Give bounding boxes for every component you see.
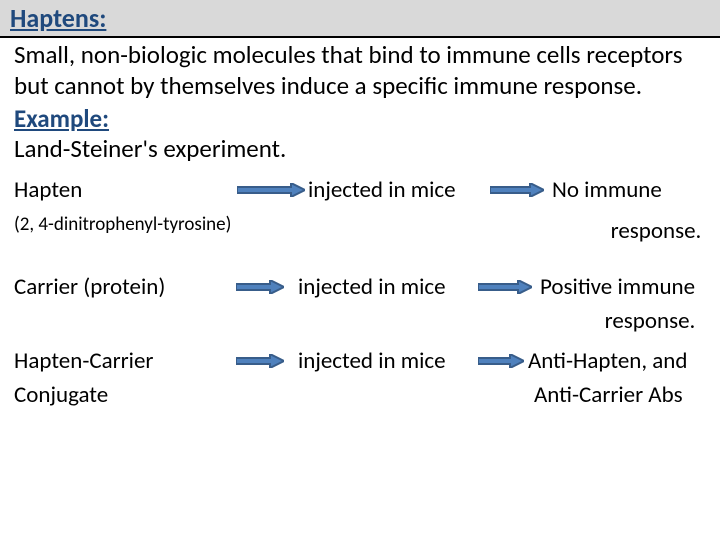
slide-title: Haptens: <box>10 2 106 34</box>
flow-row: Hapten-Carrier injected in mice Anti-Hap… <box>14 346 706 376</box>
flow-section: Hapten injected in mice No immune (2, 4-… <box>0 165 720 410</box>
flow-row-sub: (2, 4-dinitrophenyl-tyrosine) response. <box>14 209 706 254</box>
arrow-icon <box>234 183 308 197</box>
flow-right-label: No immune <box>546 176 706 204</box>
flow-left-label: Hapten-Carrier <box>14 347 234 375</box>
flow-left-sub: Conjugate <box>14 381 234 409</box>
flow-right-line2: Anti-Carrier Abs <box>526 381 706 409</box>
arrow-icon <box>488 183 546 197</box>
flow-right-line2: response. <box>546 217 706 245</box>
flow-mid-label: injected in mice <box>286 273 476 301</box>
flow-left-label: Hapten <box>14 176 234 204</box>
flow-right-label: Anti-Hapten, and <box>526 347 706 375</box>
flow-mid-label: injected in mice <box>286 347 476 375</box>
body-area: Small, non-biologic molecules that bind … <box>0 38 720 165</box>
arrow-icon <box>234 280 286 294</box>
example-name: Land-Steiner's experiment. <box>14 134 706 165</box>
title-bar: Haptens: <box>0 0 720 38</box>
slide: Haptens: Small, non-biologic molecules t… <box>0 0 720 540</box>
example-label: Example: <box>14 103 706 134</box>
spacer <box>14 258 706 272</box>
flow-left-sub: (2, 4-dinitrophenyl-tyrosine) <box>14 213 234 236</box>
definition-text: Small, non-biologic molecules that bind … <box>14 40 706 101</box>
flow-right-label: Positive immune <box>534 273 706 301</box>
flow-left-label: Carrier (protein) <box>14 273 234 301</box>
flow-row: Hapten injected in mice No immune <box>14 175 706 205</box>
arrow-shape <box>236 354 284 368</box>
flow-right-line2: response. <box>534 307 706 335</box>
flow-mid-label: injected in mice <box>308 176 488 204</box>
flow-row-sub: Conjugate Anti-Carrier Abs <box>14 380 706 410</box>
arrow-shape <box>236 280 284 294</box>
flow-row-sub: response. <box>14 306 706 336</box>
arrow-icon <box>234 354 286 368</box>
arrow-icon <box>476 280 534 294</box>
arrow-icon <box>476 354 526 368</box>
arrow-shape <box>478 354 524 368</box>
flow-row: Carrier (protein) injected in mice Posit… <box>14 272 706 302</box>
